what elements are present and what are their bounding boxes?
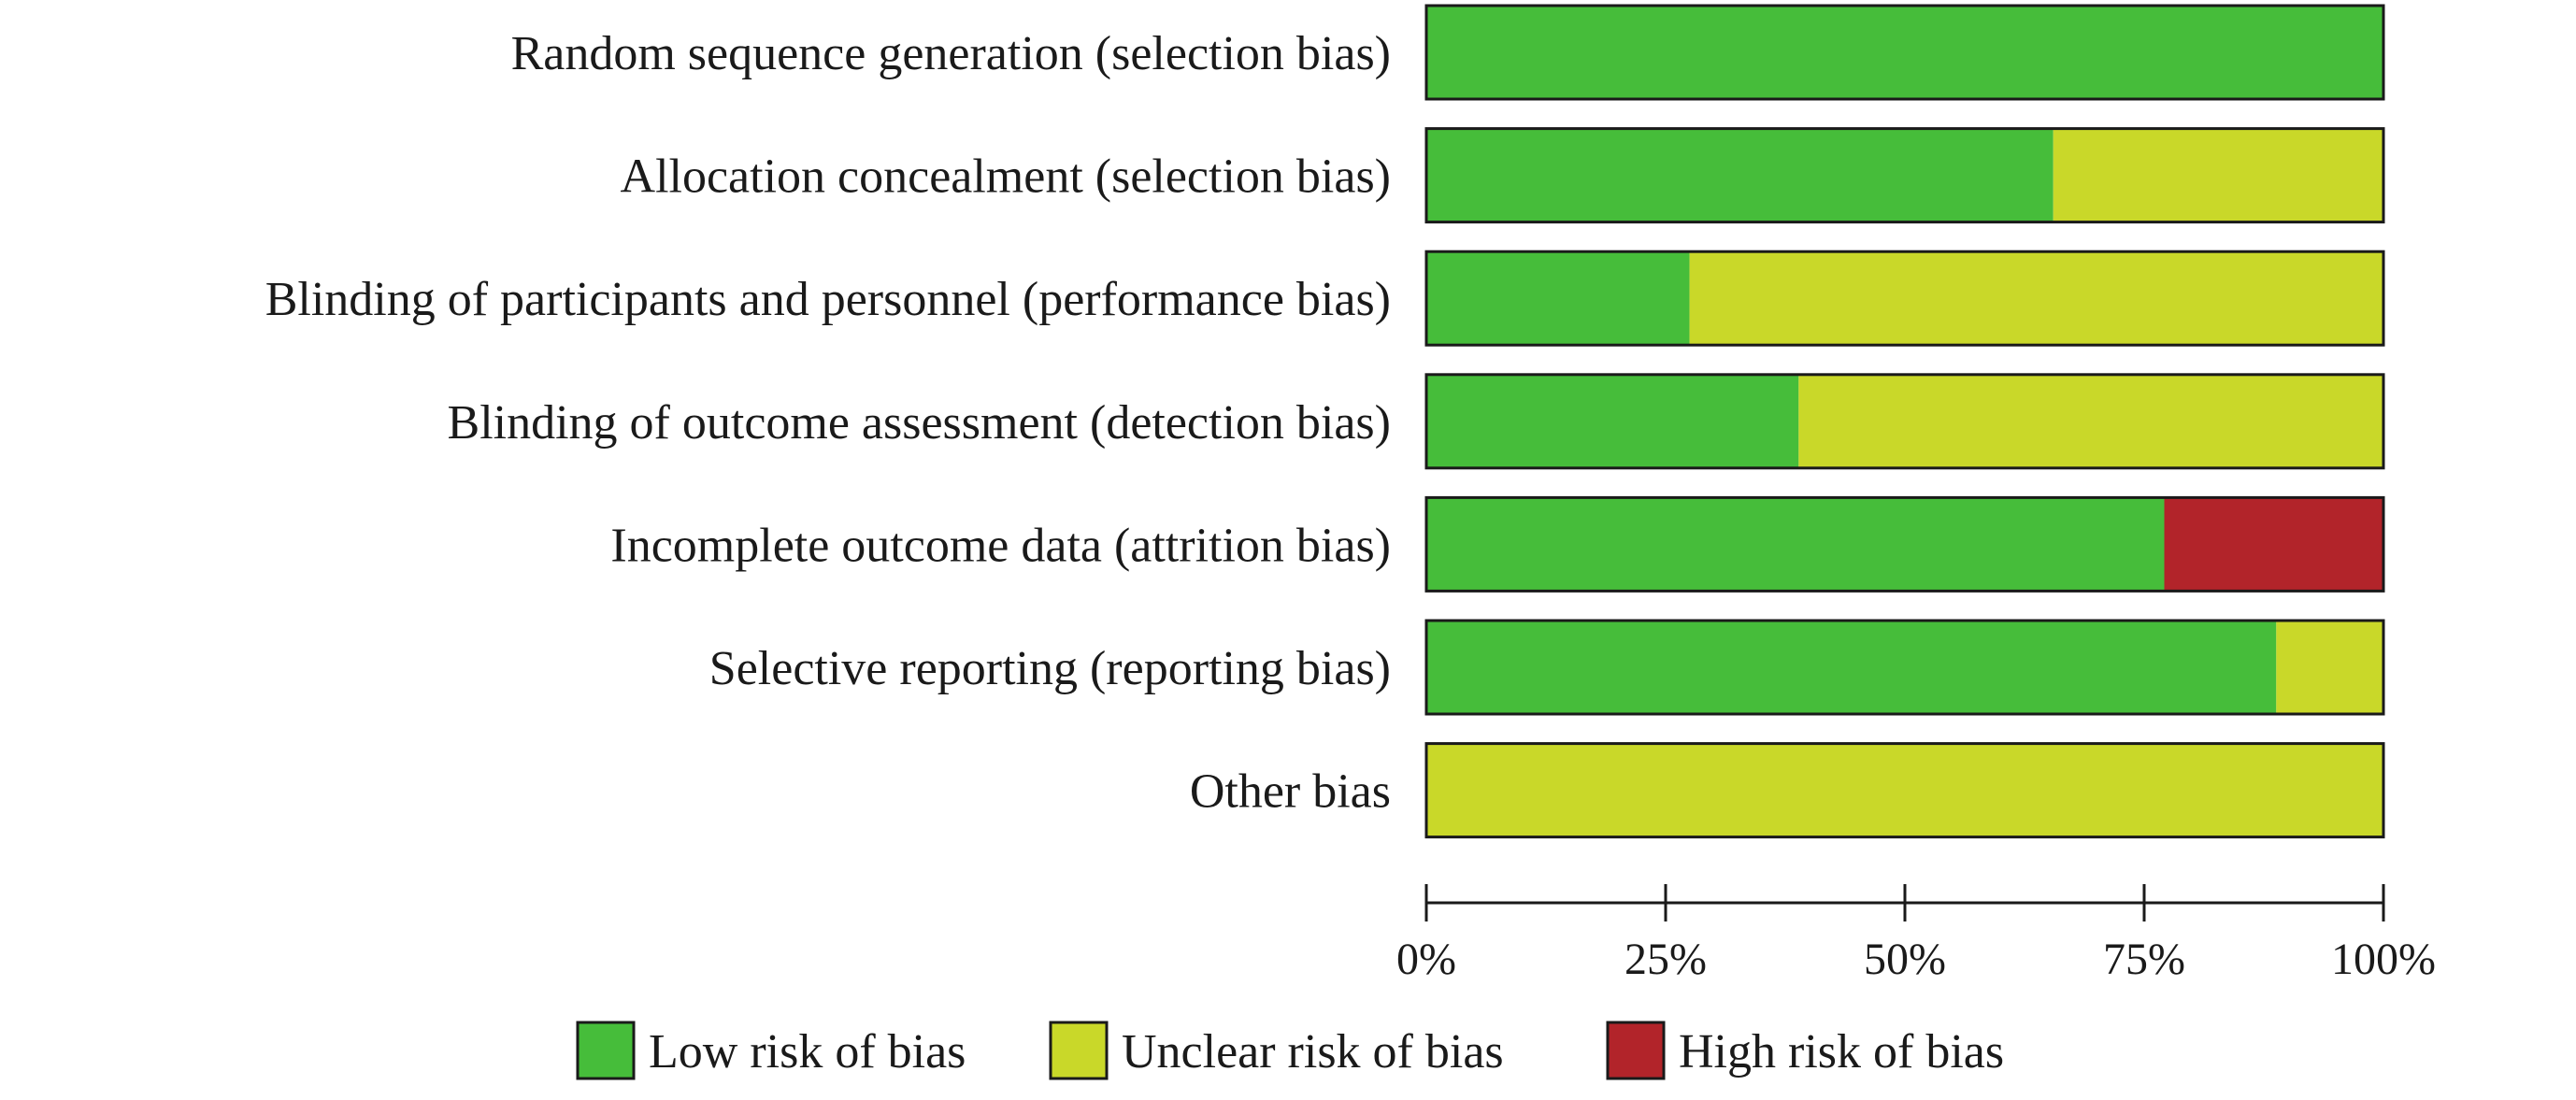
x-tick-label-25: 25% [1624,935,1707,984]
bar-segment-low-risk-of-bias-allocation-concealment-selection-bias [1426,128,2054,222]
x-axis: 0% 25% 50% 75% 100% [1396,884,2436,984]
bar-outline-random-sequence-generation-selection-bias [1424,4,2385,101]
category-label-random-sequence-generation-selection-bias: Random sequence generation (selection bi… [511,27,1391,80]
bar-outline-blinding-of-outcome-assessment-detection-bias [1424,373,2385,470]
x-tick-label-50: 50% [1864,935,1946,984]
bar-segment-low-risk-of-bias-blinding-of-participants-and-personnel-performance-bias [1426,251,1690,346]
category-label-allocation-concealment-selection-bias: Allocation concealment (selection bias) [621,150,1391,204]
legend-label-low-risk-of-bias: Low risk of bias [649,1025,966,1079]
bar-outline-selective-reporting-reporting-bias [1424,619,2385,716]
category-label-selective-reporting-reporting-bias: Selective reporting (reporting bias) [709,642,1391,695]
category-label-blinding-of-participants-and-personnel-performance-bias: Blinding of participants and personnel (… [265,273,1391,326]
bar-outline-allocation-concealment-selection-bias [1424,127,2385,224]
category-label-incomplete-outcome-data-attrition-bias: Incomplete outcome data (attrition bias) [610,519,1391,572]
bar-segment-high-risk-of-bias-incomplete-outcome-data-attrition-bias [2164,497,2383,592]
bar-segment-low-risk-of-bias-blinding-of-outcome-assessment-detection-bias [1426,374,1799,468]
legend-label-unclear-risk-of-bias: Unclear risk of bias [1122,1025,1504,1079]
category-labels: Random sequence generation (selection bi… [265,27,1391,819]
x-tick-label-75: 75% [2103,935,2185,984]
legend-swatch-high-risk-of-bias [1606,1021,1666,1080]
bar-outline-incomplete-outcome-data-attrition-bias [1424,495,2385,593]
bar-segment-unclear-risk-of-bias-blinding-of-participants-and-personnel-performance-bias [1689,251,2383,346]
bar-outline-other-bias [1424,742,2385,839]
category-label-other-bias: Other bias [1190,765,1391,819]
bar-segment-unclear-risk-of-bias-allocation-concealment-selection-bias [2053,128,2383,222]
bar-segment-unclear-risk-of-bias-blinding-of-outcome-assessment-detection-bias [1798,374,2383,468]
legend: Low risk of bias Unclear risk of bias High… [576,1021,2004,1080]
bar-outline-blinding-of-participants-and-personnel-performance-bias [1424,250,2385,347]
category-label-blinding-of-outcome-assessment-detection-bias: Blinding of outcome assessment (detectio… [448,396,1391,450]
legend-swatch-low-risk-of-bias [576,1021,636,1080]
bar-segment-unclear-risk-of-bias-selective-reporting-reporting-bias [2276,621,2383,714]
bars-group [1424,4,2385,839]
bar-segment-low-risk-of-bias-selective-reporting-reporting-bias [1426,621,2277,714]
legend-swatch-unclear-risk-of-bias [1049,1021,1109,1080]
x-tick-label-0: 0% [1396,935,1456,984]
bar-segment-low-risk-of-bias-random-sequence-generation-selection-bias [1426,6,2383,99]
x-tick-label-100: 100% [2331,935,2436,984]
bar-segment-low-risk-of-bias-incomplete-outcome-data-attrition-bias [1426,497,2165,592]
legend-label-high-risk-of-bias: High risk of bias [1679,1025,2004,1079]
bar-segment-unclear-risk-of-bias-other-bias [1426,743,2383,837]
